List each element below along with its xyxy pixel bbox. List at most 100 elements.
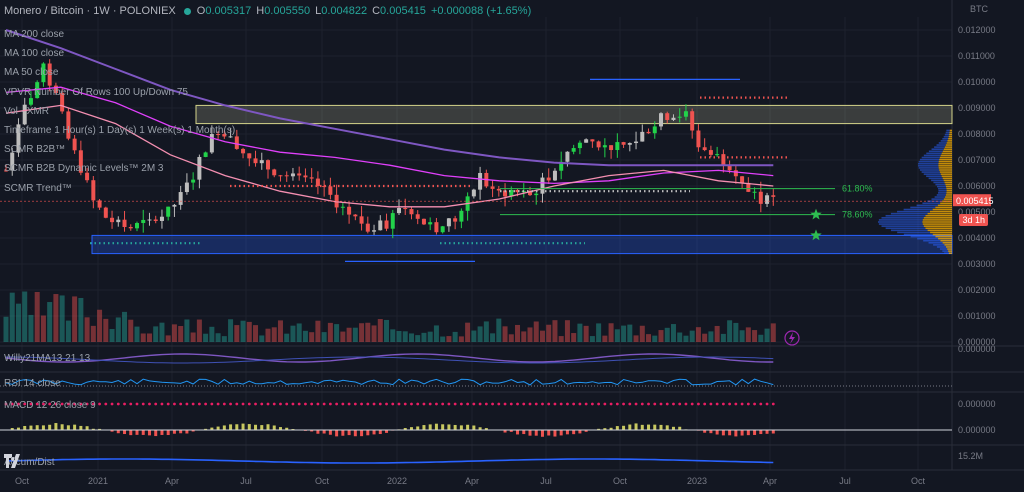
indicator-scmr-b2b[interactable]: SCMR B2B™: [4, 144, 66, 156]
candle-body: [353, 214, 358, 217]
macd-dot: [35, 402, 39, 406]
indicator-ma100[interactable]: MA 100 close: [4, 48, 65, 60]
volume-bar: [309, 332, 315, 342]
macd-dot: [665, 402, 669, 406]
macd-bar: [665, 425, 669, 430]
x-tick-label: 2021: [88, 476, 108, 486]
candle-body: [621, 142, 626, 145]
volume-bar: [452, 331, 458, 342]
macd-bar: [503, 430, 507, 433]
volume-bar: [664, 327, 670, 342]
macd-dot: [628, 402, 632, 406]
vpvr-bar-up: [922, 223, 952, 225]
vpvr-bar-up: [943, 179, 952, 182]
candle-body: [259, 160, 264, 164]
vpvr-bar-down: [944, 133, 950, 136]
vpvr-bar-up: [938, 237, 952, 240]
accdist-label[interactable]: Accum/Dist: [4, 457, 55, 468]
candle-body: [328, 186, 333, 195]
macd-dot: [297, 402, 301, 406]
candle-body: [378, 220, 383, 231]
volume-bar: [134, 326, 140, 342]
candle-body: [540, 177, 545, 194]
indicator-scmr-trend[interactable]: SCMR Trend™: [4, 182, 72, 194]
vpvr-bar-down: [933, 244, 945, 246]
volume-bar: [427, 331, 433, 342]
candle-body: [66, 111, 71, 139]
high-label: H: [256, 5, 265, 17]
vpvr-bar-up: [923, 225, 952, 227]
vpvr-bar-up: [948, 250, 952, 252]
vpvr-bar-down: [916, 204, 938, 207]
macd-bar: [759, 430, 763, 435]
macd-dot: [759, 402, 763, 406]
macd-dot: [23, 402, 27, 406]
macd-bar: [41, 425, 45, 430]
macd-dot: [116, 402, 120, 406]
macd-bar: [141, 430, 145, 435]
willy-label[interactable]: Willy21MA13 21 13: [4, 353, 91, 364]
macd-dot: [10, 402, 14, 406]
vpvr-bar-down: [937, 185, 947, 188]
volume-bar: [253, 325, 259, 342]
tradingview-logo-icon[interactable]: [4, 454, 26, 468]
currency-label[interactable]: BTC: [970, 4, 988, 14]
volume-bar: [284, 333, 290, 342]
vpvr-bar-up: [945, 144, 952, 146]
macd-bar: [765, 430, 769, 434]
volume-bar: [122, 311, 128, 342]
vpvr-bar-down: [877, 221, 923, 223]
volume-bar: [477, 326, 483, 342]
volume-bar: [296, 323, 302, 342]
candle-body: [72, 138, 77, 151]
vpvr-bar-down: [945, 131, 950, 134]
indicator-scmr-levels[interactable]: SCMR B2B Dynamic Levels™ 2M 3: [4, 163, 164, 175]
volume-bar: [203, 333, 209, 342]
volume-bar: [371, 325, 377, 342]
macd-bar: [222, 425, 226, 430]
vpvr-bar-down: [928, 150, 943, 153]
indicator-timeframe[interactable]: Timeframe 1 Hour(s) 1 Day(s) 1 Week(s) 1…: [4, 125, 236, 137]
candle-body: [565, 151, 570, 162]
vpvr-bar-up: [949, 133, 952, 136]
vpvr-bar-up: [948, 135, 952, 138]
macd-dot: [659, 402, 663, 406]
macd-bar: [16, 427, 20, 430]
volume-bar: [346, 327, 352, 342]
indicator-vpvr[interactable]: VPVR Number Of Rows 100 Up/Down 75: [4, 86, 188, 98]
indicator-volume[interactable]: Vol · XMR: [4, 105, 50, 117]
macd-bar: [60, 424, 64, 430]
macd-dot: [453, 402, 457, 406]
volume-bar: [527, 327, 533, 342]
volume-bar: [758, 334, 764, 342]
macd-bar: [179, 430, 183, 434]
candle-body: [471, 189, 476, 197]
countdown-badge: 3d 1h: [959, 214, 988, 226]
macd-label[interactable]: MACD 12 26 close 9: [4, 400, 96, 411]
macd-dot: [428, 402, 432, 406]
vpvr-bar-down: [938, 142, 947, 144]
candle-body: [459, 210, 464, 222]
macd-dot: [123, 402, 126, 406]
candle-body: [428, 222, 433, 225]
indicator-ma200[interactable]: MA 200 close: [4, 29, 65, 40]
macd-bar: [91, 428, 95, 430]
indicator-ma50[interactable]: MA 50 close: [4, 67, 59, 79]
macd-dot: [534, 402, 538, 406]
rsi-label[interactable]: RSI 14 close: [4, 378, 61, 389]
macd-dot: [435, 402, 438, 406]
macd-dot: [160, 402, 164, 406]
candle-body: [135, 223, 139, 229]
candle-body: [771, 195, 776, 197]
y-tick-label: 0.007000: [958, 155, 996, 165]
macd-bar: [466, 424, 470, 430]
candle-body: [590, 139, 595, 142]
macd-bar: [85, 426, 89, 430]
volume-bar: [652, 335, 658, 342]
candle-body: [216, 134, 221, 136]
candle-body: [110, 217, 115, 223]
macd-dot: [734, 402, 738, 406]
symbol-title[interactable]: Monero / Bitcoin · 1W · POLONIEX: [4, 5, 176, 17]
candle-body: [303, 175, 308, 178]
